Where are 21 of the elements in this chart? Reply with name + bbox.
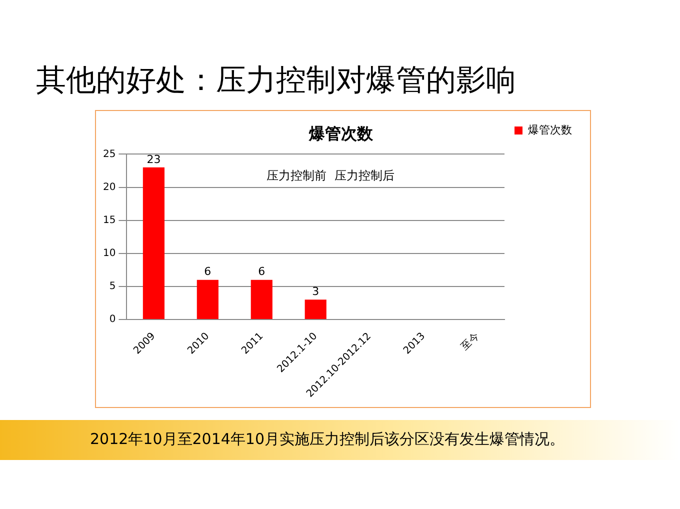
y-tick-label: 10 bbox=[102, 248, 116, 259]
bar bbox=[196, 280, 218, 319]
data-label: 6 bbox=[204, 265, 212, 278]
annotation: 压力控制后 bbox=[334, 168, 395, 182]
y-tick-label: 0 bbox=[109, 314, 116, 326]
data-label: 6 bbox=[258, 265, 266, 278]
chart-title: 其他的好处：压力控制对爆管的影响 bbox=[36, 62, 516, 100]
text: 2012年10月至2014年10月实施压力控制后该分区没有发生爆管情况。 bbox=[90, 430, 565, 449]
bar bbox=[304, 300, 326, 319]
y-tick-label: 5 bbox=[109, 281, 116, 292]
bar bbox=[142, 167, 164, 319]
y-tick-label: 25 bbox=[102, 148, 116, 160]
data-label: 3 bbox=[312, 285, 320, 298]
y-tick-label: 20 bbox=[102, 182, 116, 193]
data-label: 23 bbox=[146, 152, 161, 166]
x-tick-label: 至今 bbox=[458, 330, 482, 353]
chart-subtitle: 爆管次数 bbox=[308, 124, 374, 143]
y-tick-label: 15 bbox=[102, 214, 116, 226]
legend-label: 爆管次数 bbox=[528, 123, 572, 136]
annotation: 压力控制前 bbox=[266, 168, 327, 182]
bar bbox=[250, 280, 272, 319]
